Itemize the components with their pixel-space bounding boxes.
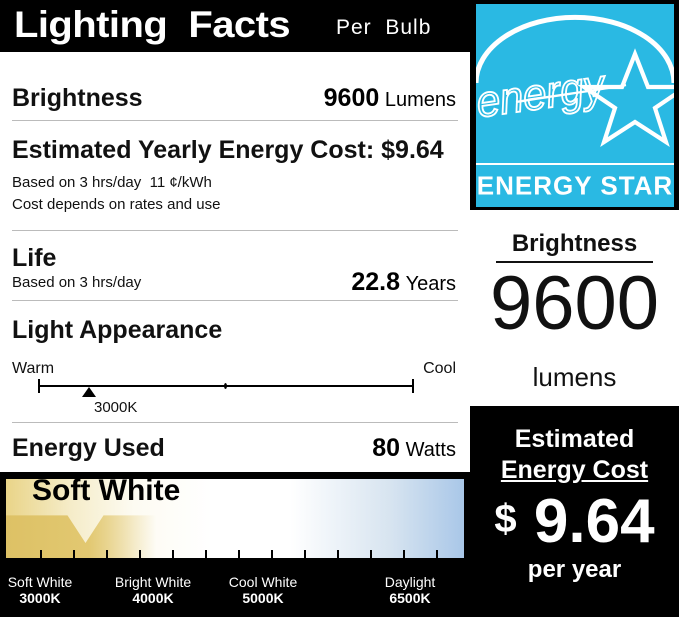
svg-text:energy: energy xyxy=(476,61,610,128)
